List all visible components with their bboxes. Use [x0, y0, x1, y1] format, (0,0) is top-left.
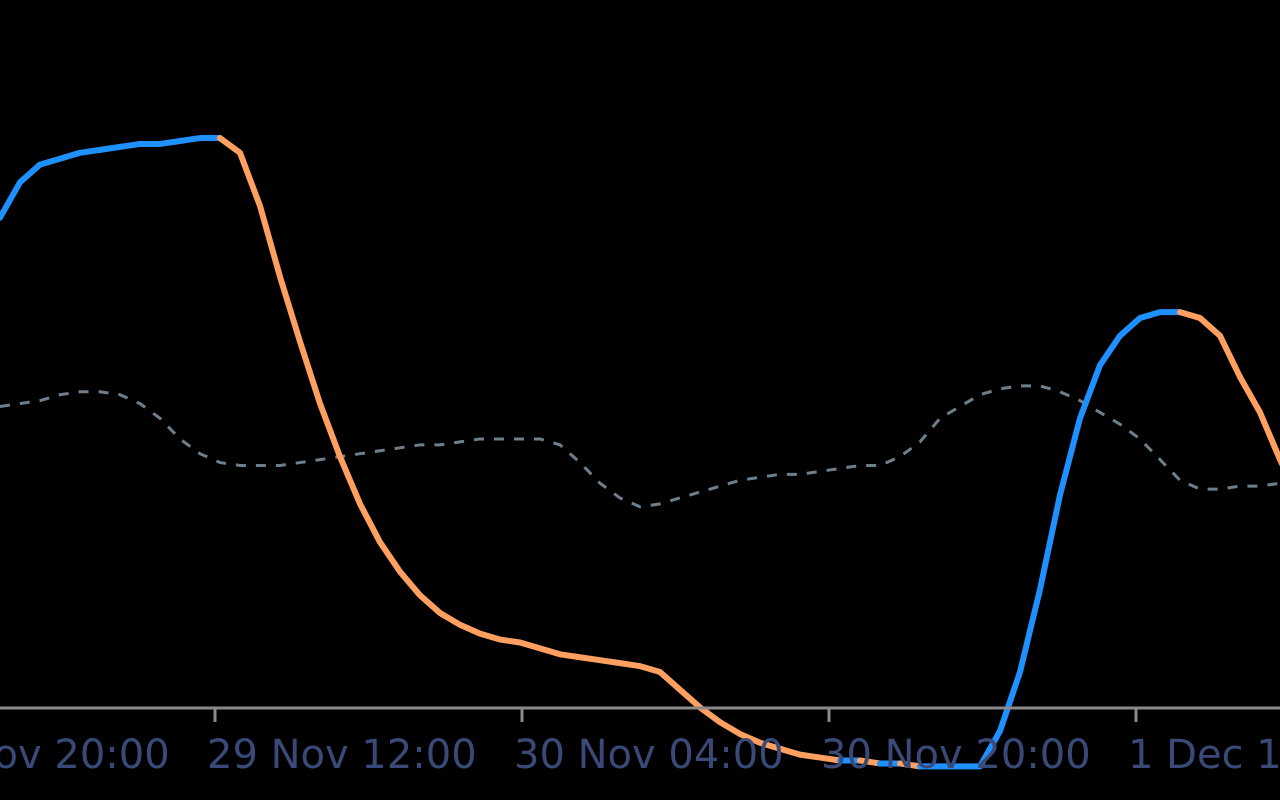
x-tick-label: 1 Dec 12:00 — [1128, 732, 1280, 778]
x-tick-label: 28 Nov 20:00 — [0, 732, 170, 778]
series-main-falling-segment — [857, 757, 883, 767]
series-main-rising-segment — [917, 309, 1183, 770]
plot-area — [0, 135, 1280, 770]
x-axis-ticks: 28 Nov 20:00 29 Nov 12:00 30 Nov 04:00 30 N… — [0, 708, 1280, 778]
x-tick-label: 30 Nov 04:00 — [514, 732, 784, 778]
series-main-falling-segment — [897, 760, 923, 770]
series-main-falling-segment — [217, 135, 843, 764]
series-main-falling-segment — [1177, 309, 1280, 467]
x-tick-label: 29 Nov 12:00 — [207, 732, 477, 778]
x-tick-label: 30 Nov 20:00 — [821, 732, 1091, 778]
series-main-rising-segment — [0, 135, 223, 221]
